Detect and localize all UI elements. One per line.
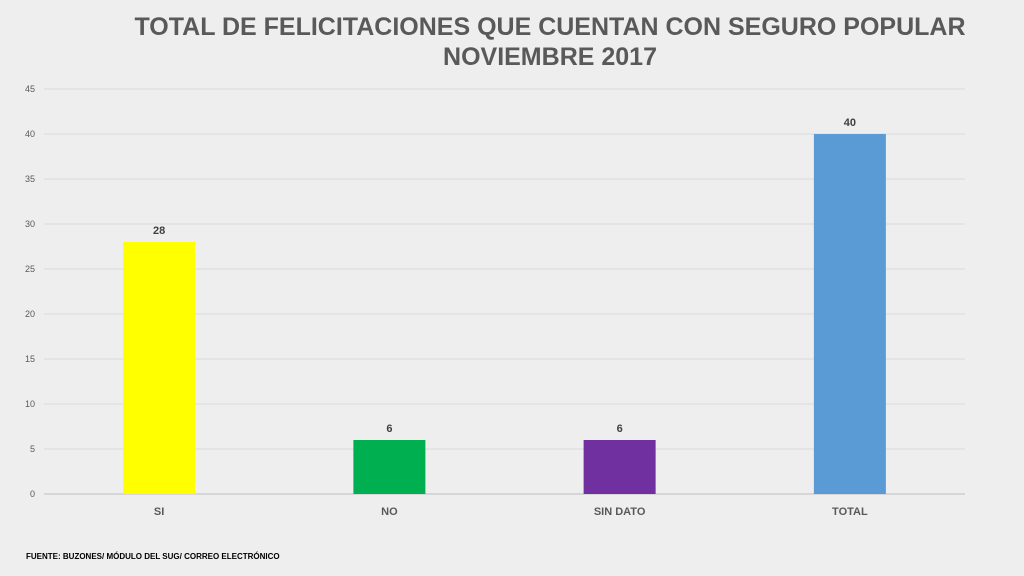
data-label: 28 bbox=[153, 225, 165, 237]
y-tick-label: 10 bbox=[25, 399, 35, 409]
bar-total bbox=[813, 134, 886, 494]
x-tick-label: NO bbox=[381, 506, 398, 518]
y-tick-label: 15 bbox=[25, 354, 35, 364]
bar-sin-dato bbox=[583, 440, 656, 494]
data-labels: 28 6 6 40 bbox=[153, 117, 856, 435]
data-label: 6 bbox=[617, 423, 623, 435]
y-axis-ticks: 0 5 10 15 20 25 30 35 40 45 bbox=[25, 84, 35, 499]
x-axis-ticks: SI NO SIN DATO TOTAL bbox=[154, 506, 868, 518]
bar-no bbox=[353, 440, 426, 494]
chart-title-line1: TOTAL DE FELICITACIONES QUE CUENTAN CON … bbox=[134, 13, 966, 41]
y-tick-label: 40 bbox=[25, 129, 35, 139]
y-tick-label: 5 bbox=[30, 444, 35, 454]
y-tick-label: 0 bbox=[30, 489, 35, 499]
bars bbox=[123, 134, 886, 494]
data-label: 40 bbox=[844, 117, 856, 129]
y-tick-label: 30 bbox=[25, 219, 35, 229]
x-tick-label: SIN DATO bbox=[594, 506, 646, 518]
bar-si bbox=[123, 242, 196, 494]
x-tick-label: SI bbox=[154, 506, 164, 518]
gridlines bbox=[44, 88, 965, 495]
y-tick-label: 25 bbox=[25, 264, 35, 274]
y-tick-label: 20 bbox=[25, 309, 35, 319]
source-note: FUENTE: BUZONES/ MÓDULO DEL SUG/ CORREO … bbox=[26, 552, 280, 561]
y-tick-label: 45 bbox=[25, 84, 35, 94]
data-label: 6 bbox=[386, 423, 392, 435]
x-tick-label: TOTAL bbox=[832, 506, 868, 518]
chart-title: TOTAL DE FELICITACIONES QUE CUENTAN CON … bbox=[100, 12, 1000, 72]
y-tick-label: 35 bbox=[25, 174, 35, 184]
chart-title-line2: NOVIEMBRE 2017 bbox=[443, 43, 657, 71]
